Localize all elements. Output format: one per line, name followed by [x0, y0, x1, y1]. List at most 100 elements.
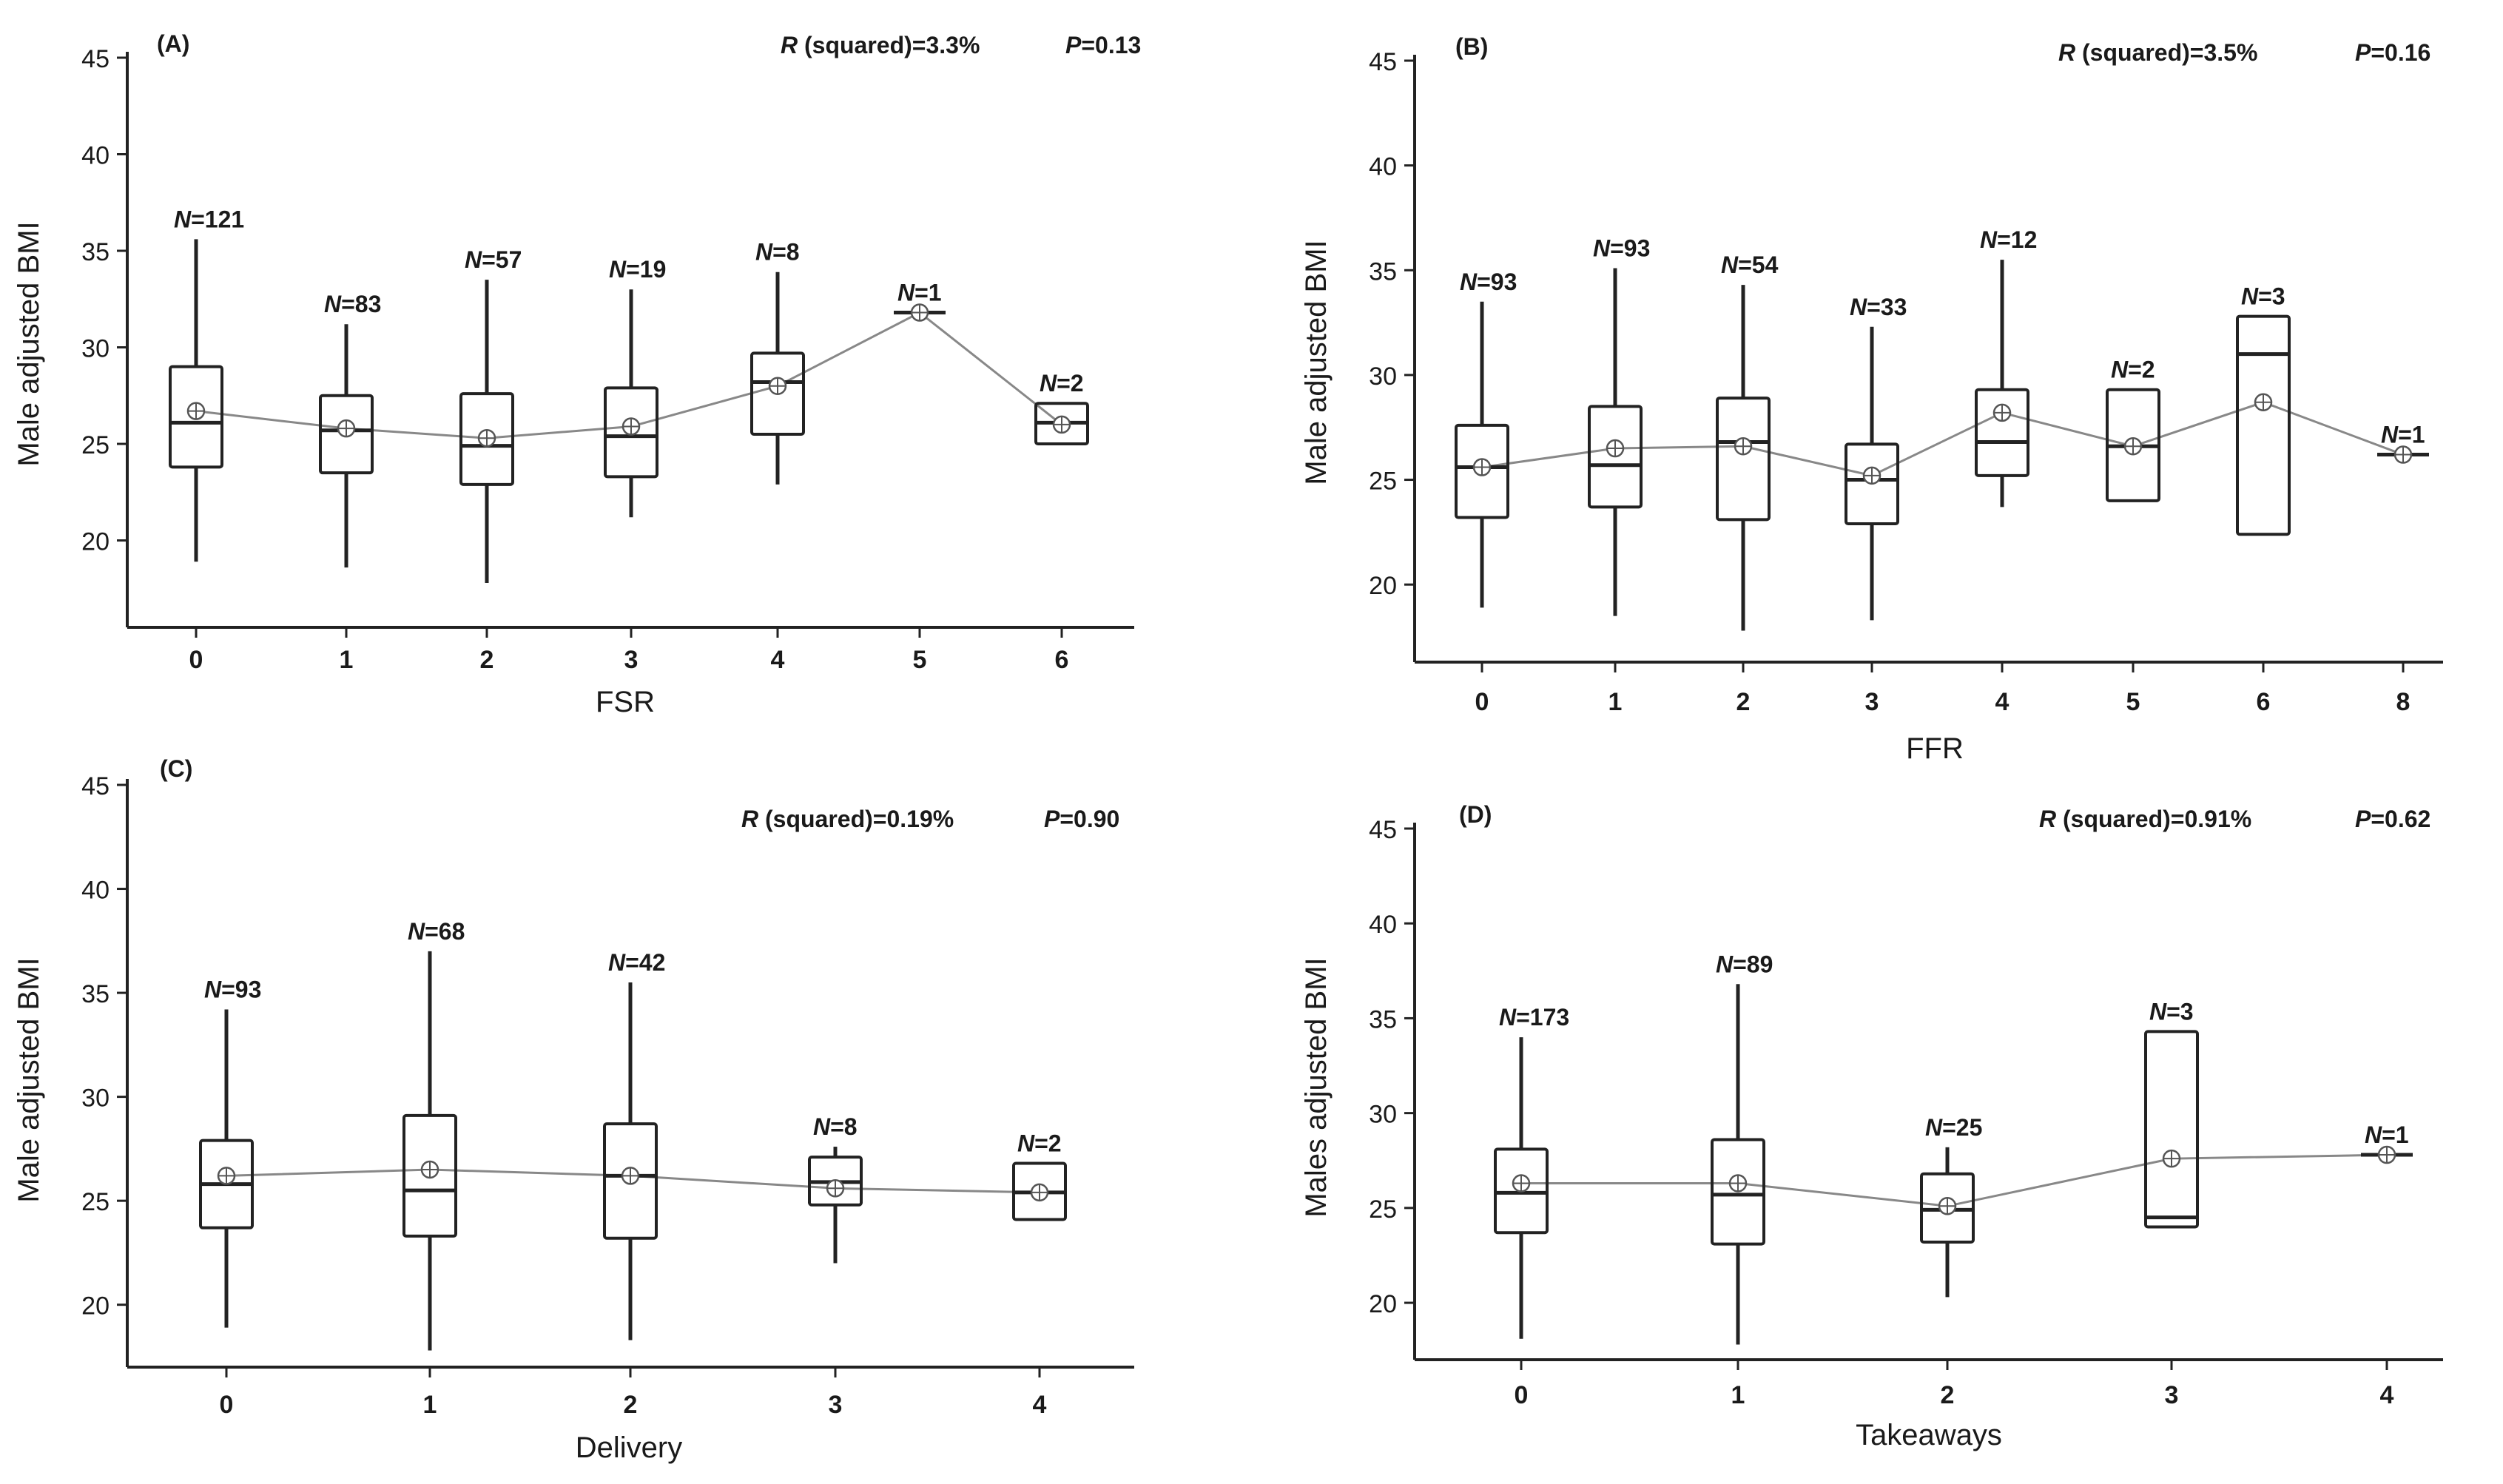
panel-c-box-4: N=2 [1012, 1130, 1067, 1221]
panel-b-iqr-box [1588, 405, 1643, 509]
panel-b-x-tick-label: 3 [1865, 688, 1879, 716]
panel-a-mean-marker [186, 402, 206, 420]
panel-d-box-2: N=25 [1920, 1114, 1982, 1298]
panel-a-r-squared: R (squared)=3.3% [781, 32, 980, 58]
panel-a-box-5: N=1 [894, 280, 946, 322]
panel-c-x-tick-label: 4 [1033, 1391, 1047, 1419]
panel-a-box-6: N=2 [1034, 370, 1089, 446]
panel-b-iqr-box [1455, 423, 1509, 519]
panel-b-label: (B) [1455, 33, 1488, 60]
panel-c-x-axis-title: Delivery [576, 1431, 682, 1464]
panel-b-n-label: N=1 [2381, 422, 2425, 448]
panel-d-x-tick-label: 2 [1941, 1381, 1955, 1409]
panel-c-n-label: N=68 [408, 918, 465, 945]
panel-a-x-tick-label: 1 [340, 646, 354, 674]
panel-a-x-tick-label: 5 [913, 646, 927, 674]
panel-a-box-3: N=19 [604, 256, 666, 518]
panel-a-mean-marker [477, 428, 496, 448]
panel-a-y-tick-label: 30 [81, 335, 110, 363]
panel-d-y-tick-label: 35 [1369, 1005, 1397, 1033]
panel-b-p-value: P=0.16 [2355, 39, 2430, 66]
panel-a-n-label: N=2 [1040, 370, 1084, 397]
panel-c-y-axis-title: Male adjusted BMI [13, 957, 45, 1202]
panel-c-x-tick-label: 3 [829, 1391, 843, 1419]
panel-c-r-squared: R (squared)=0.19% [741, 806, 954, 832]
panel-d-x-tick-label: 4 [2380, 1381, 2394, 1409]
panel-a-label: (A) [157, 30, 189, 57]
panel-a-iqr-box [319, 394, 374, 475]
panel-c-y-tick-label: 25 [81, 1188, 110, 1216]
panel-a-mean-marker [337, 419, 356, 438]
panel-b-x-tick-label: 0 [1475, 688, 1489, 716]
panel-b-x-tick-label: 6 [2257, 688, 2271, 716]
panel-c-y-tick-label: 45 [81, 772, 110, 800]
panel-b-x-tick-label: 1 [1608, 688, 1623, 716]
panel-a-mean-marker [1052, 415, 1071, 434]
panel-b-y-tick-label: 45 [1369, 48, 1397, 76]
panel-c-box-0: N=93 [199, 977, 261, 1328]
panel-c-x-tick-label: 1 [423, 1391, 437, 1419]
panel-d-iqr-box [1494, 1147, 1549, 1235]
panel-c-iqr-box [402, 1113, 457, 1238]
panel-c-y-tick-label: 30 [81, 1085, 110, 1113]
panel-d-y-tick-label: 30 [1369, 1101, 1397, 1129]
panel-b-n-label: N=2 [2111, 357, 2155, 383]
panel-d-n-label: N=25 [1925, 1114, 1982, 1141]
panel-d-iqr-box [2144, 1030, 2199, 1229]
panel-b-box-0: N=93 [1455, 269, 1517, 608]
panel-a-box-0: N=121 [169, 206, 244, 562]
panel-b-x-tick-label: 5 [2126, 688, 2140, 716]
panel-a-mean-marker [621, 417, 641, 436]
panel-d-y-tick-label: 20 [1369, 1290, 1397, 1318]
panel-b-y-tick-label: 20 [1369, 572, 1397, 600]
panel-d: 20 25 30 35 40 45 0 1 2 3 4 Takeaways Males adjusted… [1300, 801, 2443, 1451]
panel-d-y-axis-title: Males adjusted BMI [1300, 957, 1333, 1217]
panel-c-y-tick-label: 35 [81, 980, 110, 1008]
panel-b-mean-marker [2254, 393, 2273, 411]
panel-c-n-label: N=8 [813, 1113, 858, 1140]
panel-c-box-3: N=8 [808, 1113, 863, 1264]
panel-b-mean-marker [1606, 439, 1625, 458]
panel-b-y-tick-label: 30 [1369, 362, 1397, 391]
panel-d-box-4: N=1 [2361, 1122, 2413, 1164]
panel-b-box-1: N=93 [1588, 235, 1650, 616]
panel-d-n-label: N=89 [1716, 951, 1773, 977]
panel-a-n-label: N=121 [174, 206, 244, 232]
panel-a-y-tick-label: 25 [81, 431, 110, 459]
panel-b-mean-marker [1472, 458, 1492, 476]
panel-a-x-tick-label: 4 [771, 646, 785, 674]
panel-c-p-value: P=0.90 [1044, 806, 1119, 832]
panel-a-y-tick-label: 35 [81, 238, 110, 266]
panel-b-n-label: N=12 [1980, 226, 2037, 253]
panel-a-box-4: N=8 [750, 239, 805, 485]
panel-b-mean-marker [2393, 445, 2413, 464]
panel-c-mean-marker [826, 1179, 845, 1198]
panel-d-iqr-box [1711, 1138, 1765, 1246]
panel-c-n-label: N=2 [1017, 1130, 1062, 1157]
panel-b-n-label: N=93 [1593, 235, 1650, 261]
panel-c-mean-marker [217, 1167, 236, 1185]
panel-c-box-1: N=68 [402, 918, 465, 1351]
panel-b-n-label: N=93 [1460, 269, 1517, 295]
panel-b-iqr-box [1845, 442, 1899, 526]
panel-d-x-tick-label: 3 [2165, 1381, 2179, 1409]
panel-d-n-label: N=3 [2149, 998, 2194, 1025]
panel-c-mean-marker [420, 1160, 439, 1179]
panel-a-n-label: N=57 [465, 246, 522, 273]
panel-d-x-axis-title: Takeaways [1856, 1419, 2002, 1451]
panel-d-y-tick-label: 40 [1369, 911, 1397, 939]
panel-b-iqr-box [1975, 388, 2029, 477]
panel-b-mean-marker [1734, 436, 1753, 456]
panel-d-iqr-box [1920, 1172, 1975, 1244]
panel-b-box-3: N=33 [1845, 294, 1907, 621]
panel-a-x-tick-label: 3 [624, 646, 639, 674]
panel-a-iqr-box [459, 392, 514, 486]
panel-c: 20 25 30 35 40 45 0 1 2 3 4 Delivery Male adjusted B… [13, 755, 1134, 1464]
panel-d-y-tick-label: 25 [1369, 1195, 1397, 1224]
panel-c-mean-marker [1030, 1183, 1049, 1202]
panel-d-mean-marker [1938, 1197, 1957, 1215]
panel-b-box-5: N=2 [2106, 357, 2160, 502]
panel-c-x-tick-label: 2 [624, 1391, 638, 1419]
